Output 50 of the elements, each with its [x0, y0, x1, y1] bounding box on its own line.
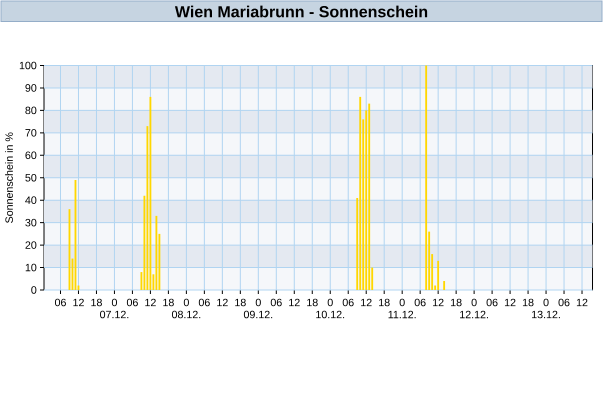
x-tick-label: 06 — [414, 298, 426, 306]
text: 11.12. — [388, 310, 416, 318]
chart-title: Wien Mariabrunn - Sonnenschein — [174, 6, 428, 18]
x-tick-label: 12 — [217, 298, 228, 306]
x-tick-label: 0 — [544, 298, 549, 306]
x-tick-label: 06 — [54, 298, 66, 306]
y-tick-label: 50 — [25, 174, 36, 182]
x-tick-label: 12 — [361, 298, 372, 306]
y-tick-label: 70 — [25, 129, 36, 137]
text: 12.12. — [460, 310, 488, 318]
x-tick-label: 0 — [256, 298, 261, 306]
y-tick-label: 60 — [25, 152, 36, 160]
x-tick-label: 18 — [379, 298, 390, 306]
y-tick-label: 20 — [25, 241, 36, 249]
text: 08.12. — [172, 310, 200, 318]
x-tick-label: 0 — [328, 298, 333, 306]
x-tick-label: 18 — [163, 298, 174, 306]
x-tick-label: 18 — [235, 298, 246, 306]
y-tick-label: 0 — [31, 286, 36, 294]
x-tick-label: 18 — [451, 298, 462, 306]
x-tick-label: 18 — [307, 298, 318, 306]
text: 09.12. — [244, 310, 272, 318]
x-tick-label: 0 — [472, 298, 477, 306]
y-tick-label: 10 — [26, 264, 36, 272]
x-tick-label: 18 — [522, 298, 534, 306]
x-tick-label: 12 — [73, 298, 84, 306]
x-tick-label: 18 — [91, 298, 102, 306]
y-tick-label: 30 — [25, 218, 36, 226]
y-tick-label: 100 — [20, 62, 36, 70]
x-tick-label: 0 — [184, 298, 189, 306]
text: 07.12. — [100, 310, 128, 318]
y-tick-label: 80 — [25, 106, 36, 114]
x-tick-label: 06 — [486, 298, 498, 306]
x-tick-label: 06 — [126, 298, 138, 306]
x-tick-label: 0 — [112, 298, 117, 306]
y-axis-title: Sonnenschein in % — [5, 132, 13, 223]
x-tick-label: 06 — [198, 298, 210, 306]
x-tick-label: 06 — [270, 298, 282, 306]
x-tick-label: 12 — [504, 298, 516, 306]
y-tick-label: 40 — [25, 196, 36, 204]
x-tick-label: 12 — [289, 298, 300, 306]
x-tick-label: 12 — [433, 298, 444, 306]
text: 13.12. — [532, 310, 560, 318]
x-tick-label: 06 — [342, 298, 354, 306]
y-tick-label: 90 — [25, 84, 36, 92]
text: 10.12. — [316, 310, 344, 318]
x-tick-label: 12 — [576, 298, 588, 306]
x-tick-label: 0 — [400, 298, 405, 306]
x-tick-label: 12 — [145, 298, 156, 306]
x-tick-label: 06 — [558, 298, 570, 306]
